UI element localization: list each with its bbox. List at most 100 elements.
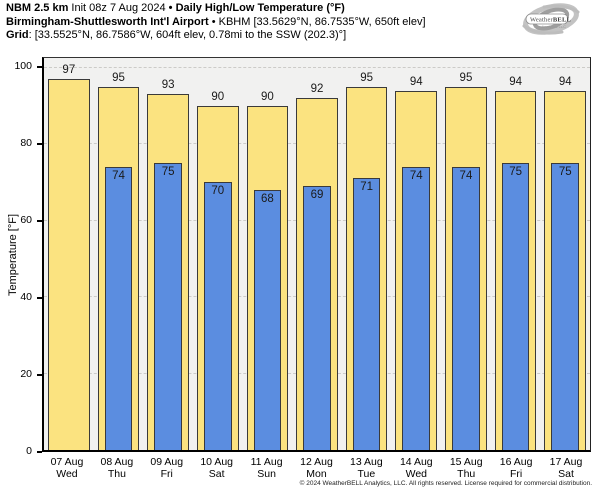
logo-text-bell: BELL xyxy=(553,17,572,24)
bar-group-15-aug: 95 74 xyxy=(441,58,491,450)
x-tick-label-15-aug: 15 Aug Thu xyxy=(441,456,491,480)
x-tick-date: 16 Aug xyxy=(499,456,533,468)
x-tick-date: 14 Aug xyxy=(399,456,433,468)
high-value-label: 90 xyxy=(211,90,225,103)
station-name: Birmingham-Shuttlesworth Int'l Airport xyxy=(6,15,209,28)
x-tick-date: 07 Aug xyxy=(50,456,84,468)
x-tick-label-12-aug: 12 Aug Mon xyxy=(292,456,342,480)
y-tick-mark-60 xyxy=(37,219,42,222)
station-coords: • KBHM [33.5629°N, 86.7535°W, 650ft elev… xyxy=(211,15,426,28)
x-tick-label-07-aug: 07 Aug Wed xyxy=(42,456,92,480)
bar-group-11-aug: 90 68 xyxy=(243,58,293,450)
y-tick-label-100: 100 xyxy=(14,59,32,72)
low-bar: 74 xyxy=(104,167,133,450)
x-tick-day: Sat xyxy=(558,468,574,480)
high-value-label: 94 xyxy=(509,75,522,88)
low-value-label: 74 xyxy=(459,170,473,182)
high-value-label: 90 xyxy=(260,90,274,103)
x-tick-day: Mon xyxy=(306,468,327,480)
x-tick-label-13-aug: 13 Aug Tue xyxy=(341,456,391,480)
grid-line: Grid: [33.5525°N, 86.7586°W, 604ft elev,… xyxy=(6,29,426,43)
x-tick-date: 08 Aug xyxy=(100,456,134,468)
svg-text:WeatherBELL: WeatherBELL xyxy=(530,17,571,24)
low-value-label: 70 xyxy=(211,185,225,198)
chart-header: NBM 2.5 km Init 08z 7 Aug 2024 • Daily H… xyxy=(6,2,426,43)
weatherbell-swirl-icon: WeatherBELL Analytics LLC xyxy=(522,3,580,35)
low-bar: 75 xyxy=(501,163,530,450)
x-tick-date: 11 Aug xyxy=(250,456,283,468)
high-value-label: 94 xyxy=(409,75,423,88)
x-tick-label-09-aug: 09 Aug Fri xyxy=(142,456,192,480)
y-tick-label-80: 80 xyxy=(20,136,32,149)
x-tick-day: Thu xyxy=(457,468,476,480)
y-tick-label-0: 0 xyxy=(26,445,32,457)
bar-group-14-aug: 94 74 xyxy=(391,58,441,450)
low-bar: 70 xyxy=(203,182,232,450)
title-model: NBM 2.5 km xyxy=(6,2,69,14)
x-tick-date: 09 Aug xyxy=(150,456,184,468)
x-tick-day: Fri xyxy=(509,468,523,480)
x-tick-label-14-aug: 14 Aug Wed xyxy=(391,456,441,480)
y-tick-mark-40 xyxy=(37,296,42,299)
low-value-label: 75 xyxy=(509,166,522,179)
low-value-label: 75 xyxy=(161,166,175,179)
high-value-label: 92 xyxy=(310,83,324,96)
subtitle-line: Birmingham-Shuttlesworth Int'l Airport •… xyxy=(6,16,426,30)
x-tick-day: Sun xyxy=(257,468,276,480)
x-tick-day: Thu xyxy=(107,468,126,480)
x-tick-label-08-aug: 08 Aug Thu xyxy=(92,456,142,480)
bar-group-13-aug: 95 71 xyxy=(342,58,392,450)
x-tick-date: 12 Aug xyxy=(300,456,333,468)
grid-coords: : [33.5525°N, 86.7586°W, 604ft elev, 0.7… xyxy=(28,29,347,41)
low-value-label: 74 xyxy=(409,170,423,182)
x-tick-date: 15 Aug xyxy=(449,456,483,468)
x-tick-date: 10 Aug xyxy=(200,456,234,468)
bar-group-12-aug: 92 69 xyxy=(292,58,342,450)
high-value-label: 95 xyxy=(112,71,125,84)
low-bar: 69 xyxy=(303,186,331,450)
high-value-label: 93 xyxy=(161,79,175,92)
high-value-label: 95 xyxy=(360,71,374,84)
x-tick-day: Tue xyxy=(357,468,376,480)
grid-label: Grid xyxy=(6,29,29,41)
high-value-label: 97 xyxy=(62,64,76,77)
y-tick-label-60: 60 xyxy=(20,213,32,226)
high-value-label: 94 xyxy=(558,75,572,88)
gridline-100 xyxy=(44,66,590,68)
x-tick-label-11-aug: 11 Aug Sun xyxy=(242,456,292,480)
x-tick-day: Fri xyxy=(160,468,173,480)
low-value-label: 74 xyxy=(112,170,125,182)
weatherbell-logo: WeatherBELL Analytics LLC xyxy=(510,2,596,40)
logo-text-weather: Weather xyxy=(530,17,554,24)
x-tick-day: Sat xyxy=(208,468,225,480)
bar-group-08-aug: 95 74 xyxy=(94,58,144,450)
low-bar: 75 xyxy=(154,163,182,450)
bar-group-09-aug: 93 75 xyxy=(143,58,193,450)
title-init: Init 08z 7 Aug 2024 xyxy=(71,2,166,14)
bars-container: 97 95 74 93 75 90 70 90 68 92 69 95 71 94 74 95 74 94 75 94… xyxy=(44,58,590,450)
low-value-label: 75 xyxy=(558,166,572,179)
low-bar: 71 xyxy=(352,178,381,450)
x-tick-day: Wed xyxy=(56,468,78,480)
y-axis-ticks: 0 20 40 60 80 100 xyxy=(0,57,42,457)
y-tick-label-40: 40 xyxy=(20,290,32,303)
plot-area: 97 95 74 93 75 90 70 90 68 92 69 95 71 94 74 95 74 94 75 94… xyxy=(42,57,591,452)
high-value-label: 95 xyxy=(459,71,473,84)
y-tick-mark-20 xyxy=(37,373,42,376)
bar-group-10-aug: 90 70 xyxy=(193,58,243,450)
low-bar: 68 xyxy=(253,189,282,450)
low-bar: 75 xyxy=(551,163,580,450)
copyright-notice: © 2024 WeatherBELL Analytics, LLC. All r… xyxy=(299,480,592,487)
title-line: NBM 2.5 km Init 08z 7 Aug 2024 • Daily H… xyxy=(6,2,426,16)
low-value-label: 68 xyxy=(260,192,274,205)
bar-group-17-aug: 94 75 xyxy=(540,58,590,450)
x-tick-label-16-aug: 16 Aug Fri xyxy=(491,456,541,480)
bar-group-16-aug: 94 75 xyxy=(491,58,541,450)
x-tick-label-10-aug: 10 Aug Sat xyxy=(192,456,242,480)
y-tick-mark-0 xyxy=(37,451,42,453)
x-tick-date: 17 Aug xyxy=(549,456,583,468)
y-tick-mark-80 xyxy=(37,142,42,145)
x-tick-date: 13 Aug xyxy=(350,456,383,468)
y-tick-label-20: 20 xyxy=(20,367,32,380)
low-bar: 74 xyxy=(402,167,431,450)
